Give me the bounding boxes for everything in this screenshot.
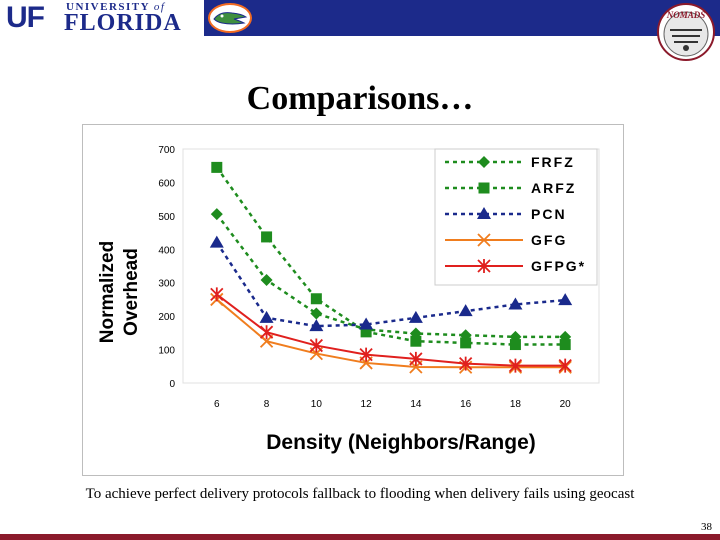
slide-title: Comparisons…: [246, 80, 474, 117]
data-point-gfpg: [459, 356, 473, 371]
x-tick-label: 14: [410, 399, 422, 410]
university-label: UNIVERSITY of: [66, 1, 165, 13]
y-tick-label: 500: [158, 212, 175, 223]
data-point-pcn: [408, 310, 423, 323]
series-line-gfg: [216, 298, 566, 369]
data-point-frfz: [310, 307, 323, 320]
series-line-arfz: [215, 166, 566, 346]
data-point-pcn: [309, 319, 324, 332]
chart-frame: 0 100 200 300 400 500 600 700 6 8 10 12 14 16 18 20 Dens…: [82, 124, 624, 476]
legend-marker-frfz: [478, 156, 490, 168]
data-point-frfz: [260, 274, 273, 287]
plot-area: [182, 148, 600, 384]
footer-bar: [0, 534, 720, 540]
data-point-pcn: [458, 304, 473, 317]
nomads-badge-text: NOMADS: [666, 10, 706, 20]
y-tick-label: 200: [158, 312, 175, 323]
data-point-gfpg: [210, 287, 224, 302]
x-tick-label: 6: [214, 399, 220, 410]
data-point-frfz: [210, 208, 223, 221]
data-point-gfpg: [259, 325, 274, 340]
data-point-pcn: [259, 310, 274, 323]
y-tick-label: 400: [158, 245, 175, 256]
data-point-pcn: [508, 297, 523, 310]
x-tick-label: 12: [361, 399, 373, 410]
legend-label-frfz: FRFZ: [531, 154, 575, 170]
legend-label-arfz: ARFZ: [531, 180, 576, 196]
x-tick-label: 18: [510, 399, 522, 410]
data-point-pcn: [558, 293, 573, 306]
legend-label-gfpg: GFPG*: [531, 258, 586, 274]
legend-marker-gfg: [477, 233, 491, 247]
chart-svg: 0 100 200 300 400 500 600 700 6 8 10 12 14 16 18 20 Dens…: [97, 145, 600, 454]
data-point-frfz: [559, 330, 572, 343]
university-top-text: UNIVERSITY: [66, 1, 150, 13]
legend-box: [434, 148, 598, 286]
data-point-gfpg: [508, 358, 523, 373]
data-point-gfpg: [558, 358, 572, 373]
data-point-gfpg: [359, 347, 373, 362]
legend-label-pcn: PCN: [531, 206, 567, 222]
uf-logo-icon[interactable]: UF UNIVERSITY of FLORIDA: [0, 0, 204, 36]
data-point-arfz: [410, 335, 422, 347]
legend-marker-arfz: [478, 182, 490, 194]
y-tick-label: 700: [158, 145, 175, 156]
x-tick-label: 16: [460, 399, 472, 410]
legend-label-gfg: GFG: [531, 232, 567, 248]
data-point-arfz: [261, 231, 273, 243]
series-line-pcn: [215, 241, 566, 328]
series-line-gfpg: [216, 293, 566, 367]
data-point-pcn: [359, 317, 374, 330]
data-point-arfz: [211, 161, 223, 173]
y-tick-label: 0: [169, 379, 175, 390]
x-tick-label: 8: [264, 399, 270, 410]
legend-marker-pcn: [477, 207, 491, 219]
data-point-pcn: [209, 235, 224, 248]
y-tick-label: 300: [158, 279, 175, 290]
data-point-arfz: [360, 326, 372, 338]
x-axis-title: Density (Neighbors/Range): [266, 431, 536, 454]
x-tick-label: 20: [560, 399, 572, 410]
data-point-frfz: [509, 330, 522, 343]
slide-caption: To achieve perfect delivery protocols fa…: [85, 486, 635, 502]
series-line-frfz: [215, 213, 566, 339]
data-point-arfz: [509, 339, 521, 351]
legend-marker-gfpg: [477, 259, 491, 273]
university-name-text: FLORIDA: [64, 10, 182, 36]
data-point-gfpg: [409, 351, 423, 366]
y-tick-label: 600: [158, 178, 175, 189]
data-point-arfz: [310, 293, 322, 305]
data-point-gfpg: [309, 338, 323, 353]
data-point-arfz: [559, 339, 571, 351]
gator-logo-icon: [208, 3, 252, 33]
uf-mark-text: UF: [6, 1, 45, 34]
y-tick-label: 100: [158, 346, 175, 357]
x-tick-label: 10: [311, 399, 323, 410]
page-number: 38: [701, 521, 712, 533]
university-of-text: of: [153, 1, 166, 13]
y-axis-title-line1: Normalized: [97, 241, 118, 343]
header-banner: UF UNIVERSITY of FLORIDA: [0, 0, 720, 36]
data-point-arfz: [460, 337, 472, 349]
y-axis-title-line2: Overhead: [121, 248, 142, 336]
nomads-logo-icon: NOMADS: [656, 2, 716, 62]
